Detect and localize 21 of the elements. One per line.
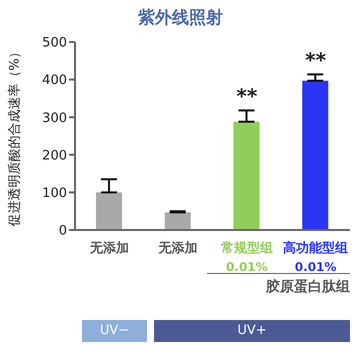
x-tick-label: 无添加 [88,241,129,256]
y-axis-title: 促进透明质酸的合成速率（%） [6,45,23,227]
x-tick-label: 无添加 [158,241,198,256]
annotation: ** [235,84,258,108]
y-tick-label: 400 [42,73,67,88]
y-tick-label: 100 [42,186,67,202]
y-tick-label: 0 [58,224,67,239]
bar [302,80,328,230]
x-tick-label: 常规型组 0.01% [220,241,273,274]
y-tick-label: 500 [42,36,67,51]
annotation: ** [304,48,328,72]
text: 胶原蛋白肽组 [207,273,350,296]
text: UV+ [154,320,350,342]
x-tick-label: 高功能型组 0.01% [283,240,348,274]
y-tick-label: 300 [42,110,67,126]
chart-title: 紫外线照射 [136,7,224,29]
bar [164,212,191,230]
bar [234,122,260,230]
y-tick-label: 200 [42,148,67,164]
bar [96,192,122,230]
text: UV− [82,320,147,342]
